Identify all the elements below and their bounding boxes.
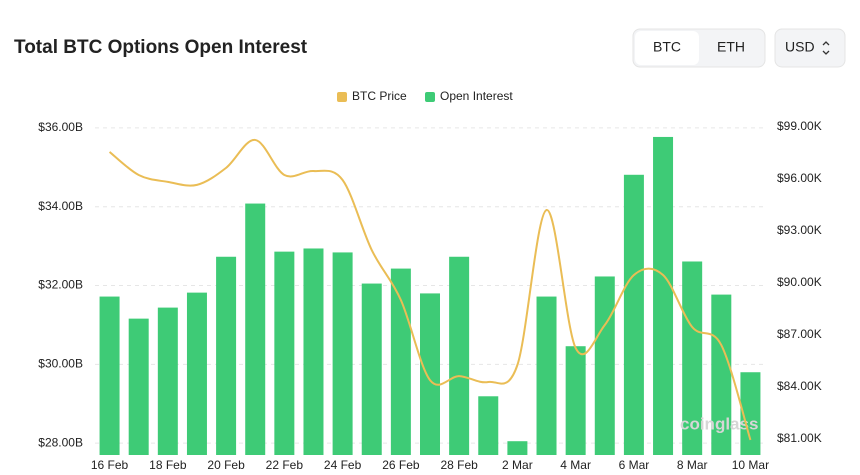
tab-active-bg [635, 31, 699, 65]
price-line [108, 138, 752, 441]
chevron-icon [822, 41, 830, 55]
bar [186, 292, 207, 455]
bar [565, 346, 586, 455]
x-tick-label: 4 Mar [560, 458, 591, 472]
bar [653, 136, 674, 455]
currency-select[interactable] [774, 28, 846, 68]
legend-swatch [337, 92, 347, 102]
bar [623, 174, 644, 455]
x-tick-label: 10 Mar [732, 458, 769, 472]
x-tick-label: 8 Mar [677, 458, 708, 472]
x-tick-label: 22 Feb [266, 458, 304, 472]
x-tick-label: 26 Feb [382, 458, 420, 472]
tab[interactable]: BTC [653, 39, 681, 55]
bar [303, 248, 324, 455]
currency-label[interactable]: USD [785, 39, 815, 55]
bar [216, 256, 237, 455]
bar [157, 307, 178, 455]
bar [390, 268, 411, 455]
x-tick-label: 28 Feb [440, 458, 478, 472]
y-tick-label: $36.00B [38, 120, 83, 134]
bar [332, 252, 353, 455]
bar [536, 296, 557, 455]
y2-tick-label: $84.00K [777, 379, 822, 393]
bar [128, 318, 149, 455]
bar [711, 294, 732, 455]
y-tick-label: $28.00B [38, 435, 83, 449]
x-tick-label: 24 Feb [324, 458, 362, 472]
bar [245, 203, 266, 455]
bar [507, 441, 528, 455]
y2-tick-label: $87.00K [777, 327, 822, 341]
x-tick-label: 2 Mar [502, 458, 533, 472]
tab[interactable]: ETH [717, 39, 745, 55]
bar [99, 296, 120, 455]
watermark: coinglass [680, 414, 758, 433]
y2-tick-label: $93.00K [777, 223, 822, 237]
legend-swatch [425, 92, 435, 102]
bar [420, 293, 440, 455]
bar [594, 276, 615, 455]
chart-title: Total BTC Options Open Interest [14, 37, 308, 58]
legend-label[interactable]: Open Interest [440, 89, 513, 103]
y-tick-label: $32.00B [38, 278, 83, 292]
bar [449, 256, 470, 455]
x-tick-label: 20 Feb [207, 458, 245, 472]
bar [478, 396, 499, 455]
y2-tick-label: $99.00K [777, 119, 822, 133]
x-tick-label: 18 Feb [149, 458, 187, 472]
x-tick-label: 6 Mar [619, 458, 650, 472]
bar [740, 372, 761, 455]
y2-tick-label: $81.00K [777, 431, 822, 445]
bar [274, 251, 295, 455]
legend-label[interactable]: BTC Price [352, 89, 407, 103]
y-tick-label: $30.00B [38, 357, 83, 371]
bar [682, 261, 703, 455]
x-tick-label: 16 Feb [91, 458, 129, 472]
y2-tick-label: $90.00K [777, 275, 822, 289]
y-tick-label: $34.00B [38, 199, 83, 213]
y2-tick-label: $96.00K [777, 171, 822, 185]
bar [361, 283, 382, 455]
